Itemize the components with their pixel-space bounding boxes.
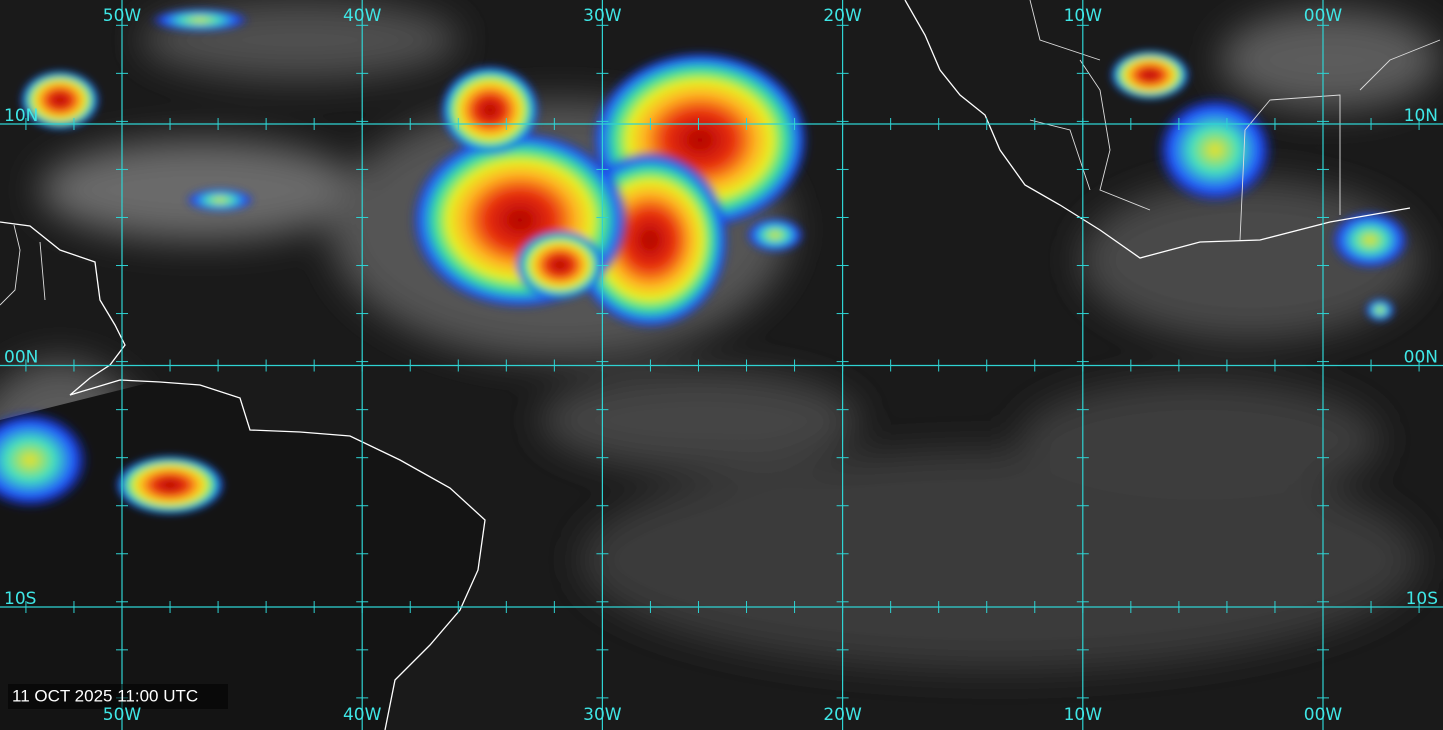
longitude-label: 00W [1304, 705, 1343, 725]
longitude-label: 20W [823, 705, 862, 725]
longitude-label: 10W [1064, 6, 1103, 26]
timestamp-box [8, 684, 228, 709]
latitude-label: 10S [4, 589, 36, 609]
timestamp: 11 OCT 2025 11:00 UTC [12, 686, 198, 705]
convection [0, 8, 1410, 515]
longitude-label: 40W [343, 6, 382, 26]
land-south-america [0, 380, 485, 730]
latitude-label: 10N [1404, 106, 1438, 126]
longitude-label: 30W [583, 6, 622, 26]
latitude-label: 10N [4, 106, 38, 126]
longitude-label: 40W [343, 705, 382, 725]
latitude-label: 00N [4, 348, 38, 368]
longitude-label: 00W [1304, 6, 1343, 26]
latitude-label: 00N [1404, 348, 1438, 368]
longitude-label: 50W [103, 6, 142, 26]
longitude-label: 10W [1064, 705, 1103, 725]
longitude-label: 50W [103, 705, 142, 725]
longitude-label: 30W [583, 705, 622, 725]
longitude-label: 20W [823, 6, 862, 26]
latitude-label: 10S [1406, 589, 1438, 609]
